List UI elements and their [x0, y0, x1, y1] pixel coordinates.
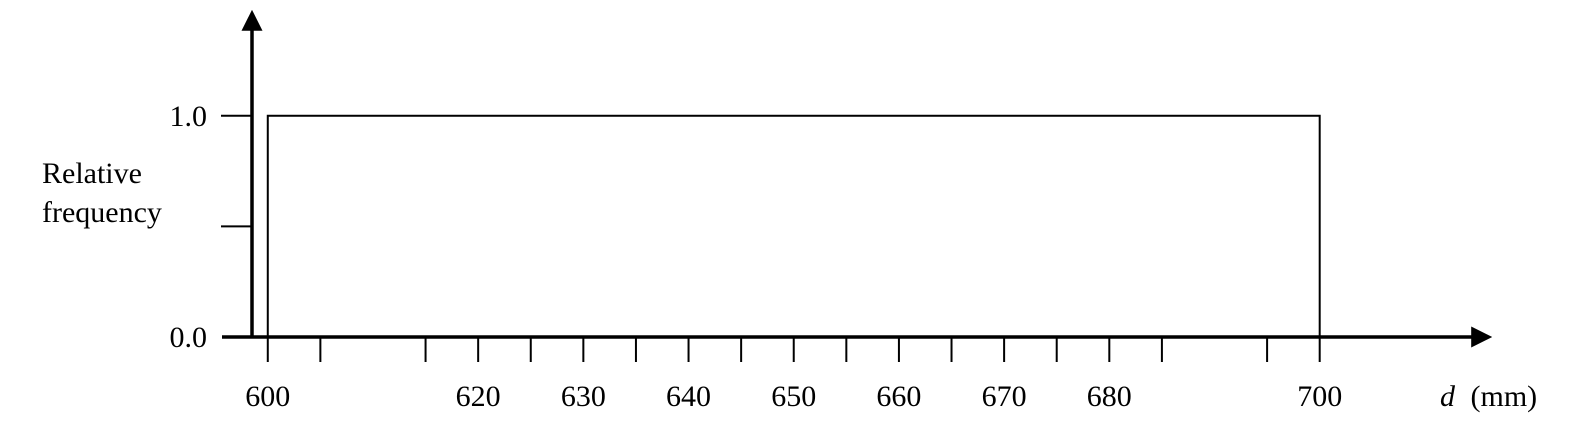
x-tick-label: 670 [982, 380, 1027, 413]
x-tick-label: 660 [876, 380, 921, 413]
x-axis-label-variable: d [1440, 380, 1456, 413]
y-ticks-layer: 0.0 1.0 [170, 100, 252, 354]
x-ticks-layer: 600 620 630 640 650 660 670 680 700 [245, 337, 1342, 413]
y-tick-label: 0.0 [170, 321, 208, 354]
y-axis-label-line-1: Relative [42, 157, 142, 190]
x-tick-label: 680 [1087, 380, 1132, 413]
bars-layer [266, 114, 1321, 338]
x-tick-label: 700 [1297, 380, 1342, 413]
histogram-bar [266, 114, 1321, 338]
y-tick-label: 1.0 [170, 100, 208, 133]
x-axis-label-unit: (mm) [1471, 380, 1538, 413]
x-tick-label: 640 [666, 380, 711, 413]
x-tick-label: 650 [771, 380, 816, 413]
x-tick-label: 600 [245, 380, 290, 413]
x-tick-label: 630 [561, 380, 606, 413]
y-axis-label: Relative frequency [42, 157, 162, 229]
x-axis-label: d (mm) [1440, 380, 1537, 413]
y-axis-label-line-2: frequency [42, 196, 162, 229]
x-tick-label: 620 [456, 380, 501, 413]
